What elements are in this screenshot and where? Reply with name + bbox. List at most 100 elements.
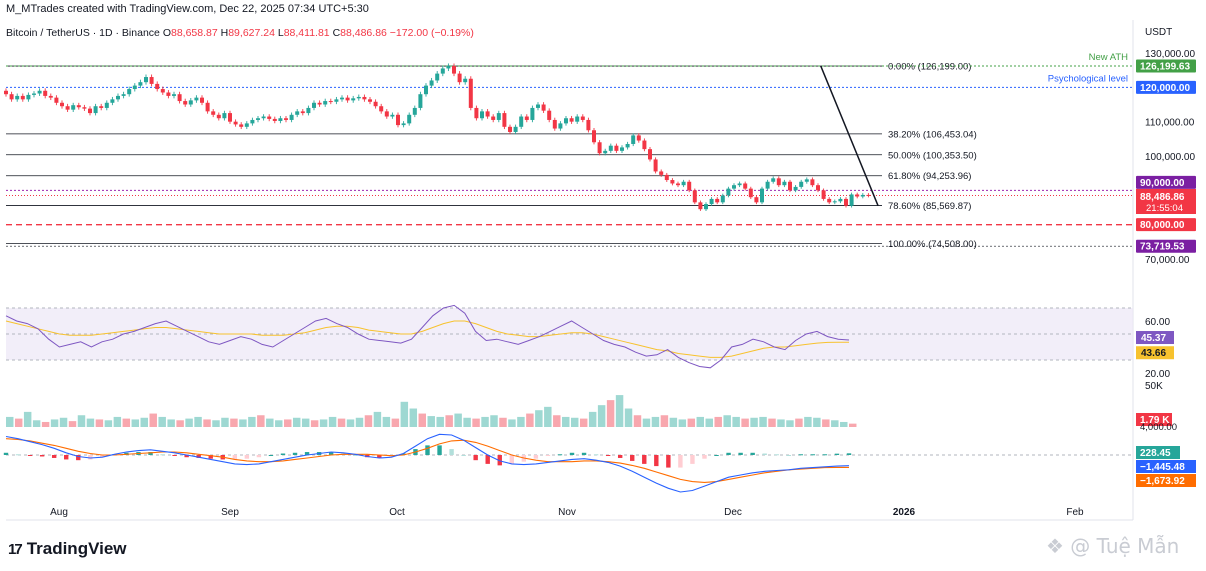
macd-histogram-bar xyxy=(569,452,575,455)
macd-histogram-bar xyxy=(714,455,719,456)
candle-body xyxy=(183,101,188,105)
candle-body xyxy=(37,90,42,94)
candle-body xyxy=(160,89,165,93)
time-tick-label: Aug xyxy=(50,507,68,518)
volume-bar xyxy=(203,419,211,427)
candle-body xyxy=(256,118,260,120)
macd-histogram-bar xyxy=(425,445,430,455)
level-73k-tag: 73,719.53 xyxy=(1140,242,1185,253)
candle-body xyxy=(351,98,356,101)
level-73k-tag-bg xyxy=(1136,239,1196,253)
macd-histogram-bar xyxy=(100,455,105,458)
macd-histogram-bar xyxy=(702,455,707,459)
volume-bar xyxy=(535,410,543,427)
candle-body xyxy=(844,198,848,206)
volume-bar xyxy=(624,408,633,427)
candle-body xyxy=(435,73,440,81)
macd-signal-line xyxy=(5,438,849,483)
macd-histogram-bar xyxy=(353,455,358,456)
macd-histogram-bar xyxy=(605,455,611,456)
symbol-legend[interactable]: Bitcoin / TetherUS · 1D · Binance O88,65… xyxy=(6,27,474,39)
price-tick-label: 100,000.00 xyxy=(1145,152,1195,163)
volume-bar xyxy=(517,416,525,427)
candle-body xyxy=(776,178,781,186)
macd-hist-tag: 228.45 xyxy=(1140,448,1171,459)
volume-bar xyxy=(615,395,624,427)
macd-hist-tag-bg xyxy=(1136,446,1180,459)
macd-histogram-bar xyxy=(328,452,334,455)
candle-body xyxy=(412,107,417,115)
volume-bar xyxy=(508,419,516,427)
candle-body xyxy=(659,171,664,175)
volume-bar xyxy=(292,417,301,427)
candle-body xyxy=(760,188,764,203)
candle-body xyxy=(463,78,468,83)
macd-histogram-bar xyxy=(738,452,743,455)
candle-body xyxy=(71,105,76,110)
candle-body xyxy=(726,188,731,196)
candle-body xyxy=(491,116,496,120)
volume-bar xyxy=(113,416,122,427)
candle-body xyxy=(620,147,624,151)
macd-histogram-bar xyxy=(244,455,250,459)
volume-bar xyxy=(597,405,606,427)
volume-bar xyxy=(777,419,785,427)
macd-histogram-bar xyxy=(642,455,647,464)
macd-histogram-bar xyxy=(160,454,165,456)
macd-histogram-bar xyxy=(461,455,466,456)
macd-histogram-bar xyxy=(449,449,454,455)
macd-histogram-bar xyxy=(545,455,551,456)
candle-body xyxy=(267,116,272,119)
macd-histogram-bar xyxy=(196,455,201,458)
volume-bar xyxy=(750,417,758,427)
volume-bar xyxy=(95,419,104,427)
candle-body xyxy=(771,178,776,182)
volume-bar xyxy=(319,419,328,427)
high-label: H xyxy=(220,27,229,39)
candle-body xyxy=(519,116,524,127)
volume-bar xyxy=(275,420,283,427)
candle-body xyxy=(418,94,423,108)
high-value: 89,627.24 xyxy=(228,27,275,39)
volume-bar xyxy=(301,418,310,427)
candle-body xyxy=(132,85,137,90)
candle-body xyxy=(345,97,350,101)
volume-bar xyxy=(382,416,391,427)
volume-bar xyxy=(759,416,767,427)
candle-body xyxy=(704,204,708,210)
volume-bar xyxy=(185,418,193,427)
candle-body xyxy=(20,95,25,100)
candle-body xyxy=(317,102,322,105)
macd-histogram-bar xyxy=(774,454,779,456)
volume-bar xyxy=(562,416,570,427)
volume-bar xyxy=(59,417,68,427)
countdown-tag: 21:55:04 xyxy=(1146,203,1183,214)
macd-histogram-bar xyxy=(593,454,599,456)
volume-bar xyxy=(786,420,794,427)
macd-value-tag: −1,445.48 xyxy=(1140,462,1185,473)
ath-price-tag: 126,199.63 xyxy=(1140,62,1190,73)
candle-body xyxy=(4,90,8,95)
volume-bar xyxy=(526,413,534,427)
candle-body xyxy=(216,114,221,119)
macd-histogram-bar xyxy=(726,452,731,455)
volume-bar xyxy=(732,416,740,427)
candle-body xyxy=(116,95,120,100)
candle-body xyxy=(312,102,316,108)
candle-body xyxy=(608,145,613,151)
candle-body xyxy=(261,116,266,119)
candle-body xyxy=(99,106,104,108)
candle-body xyxy=(211,111,216,115)
candle-body xyxy=(32,93,36,95)
candle-body xyxy=(65,106,70,110)
currency-label: USDT xyxy=(1145,27,1173,38)
candle-body xyxy=(552,119,557,129)
volume-bar xyxy=(364,415,373,427)
volume-bar xyxy=(328,416,337,427)
candle-body xyxy=(698,202,703,210)
candle-body xyxy=(480,111,484,119)
candle-body xyxy=(15,95,20,100)
candle-body xyxy=(48,95,53,98)
volume-bar xyxy=(544,406,552,427)
